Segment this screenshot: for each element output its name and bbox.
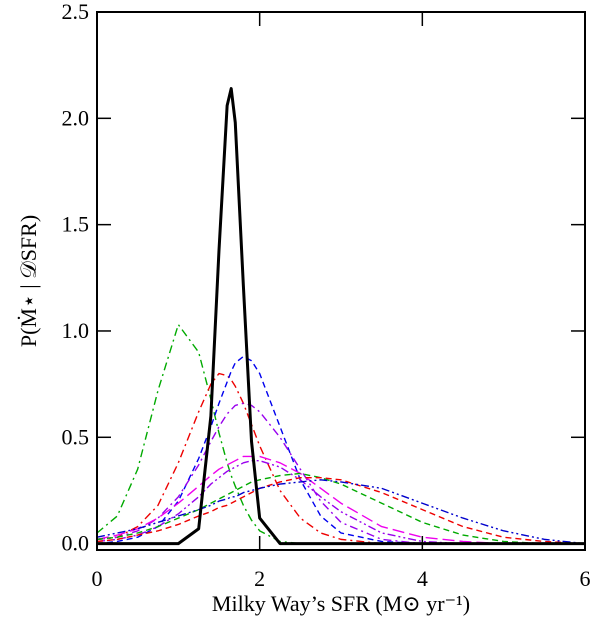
y-axis-label: P(Ṁ⋆ | 𝒟SFR) — [16, 215, 41, 347]
series-line — [96, 402, 585, 545]
series-line — [96, 459, 585, 545]
y-tick-label: 1.5 — [62, 212, 90, 237]
y-tick-label: 2.0 — [62, 105, 90, 130]
series-line — [96, 355, 585, 545]
x-tick-label: 0 — [92, 566, 103, 591]
x-tick-label: 6 — [580, 566, 591, 591]
x-axis-label: Milky Way’s SFR (M⊙ yr⁻¹) — [212, 591, 470, 616]
series-line — [96, 455, 585, 545]
y-tick-label: 2.5 — [62, 0, 90, 24]
series-line — [97, 87, 585, 546]
x-tick-label: 4 — [417, 566, 428, 591]
y-tick-label: 0.5 — [62, 424, 90, 449]
y-tick-label: 1.0 — [62, 318, 90, 343]
x-tick-label: 2 — [254, 566, 265, 591]
series-line — [96, 472, 585, 545]
y-tick-label: 0.0 — [62, 531, 90, 556]
plot-frame — [96, 11, 586, 551]
series-line — [96, 479, 586, 545]
